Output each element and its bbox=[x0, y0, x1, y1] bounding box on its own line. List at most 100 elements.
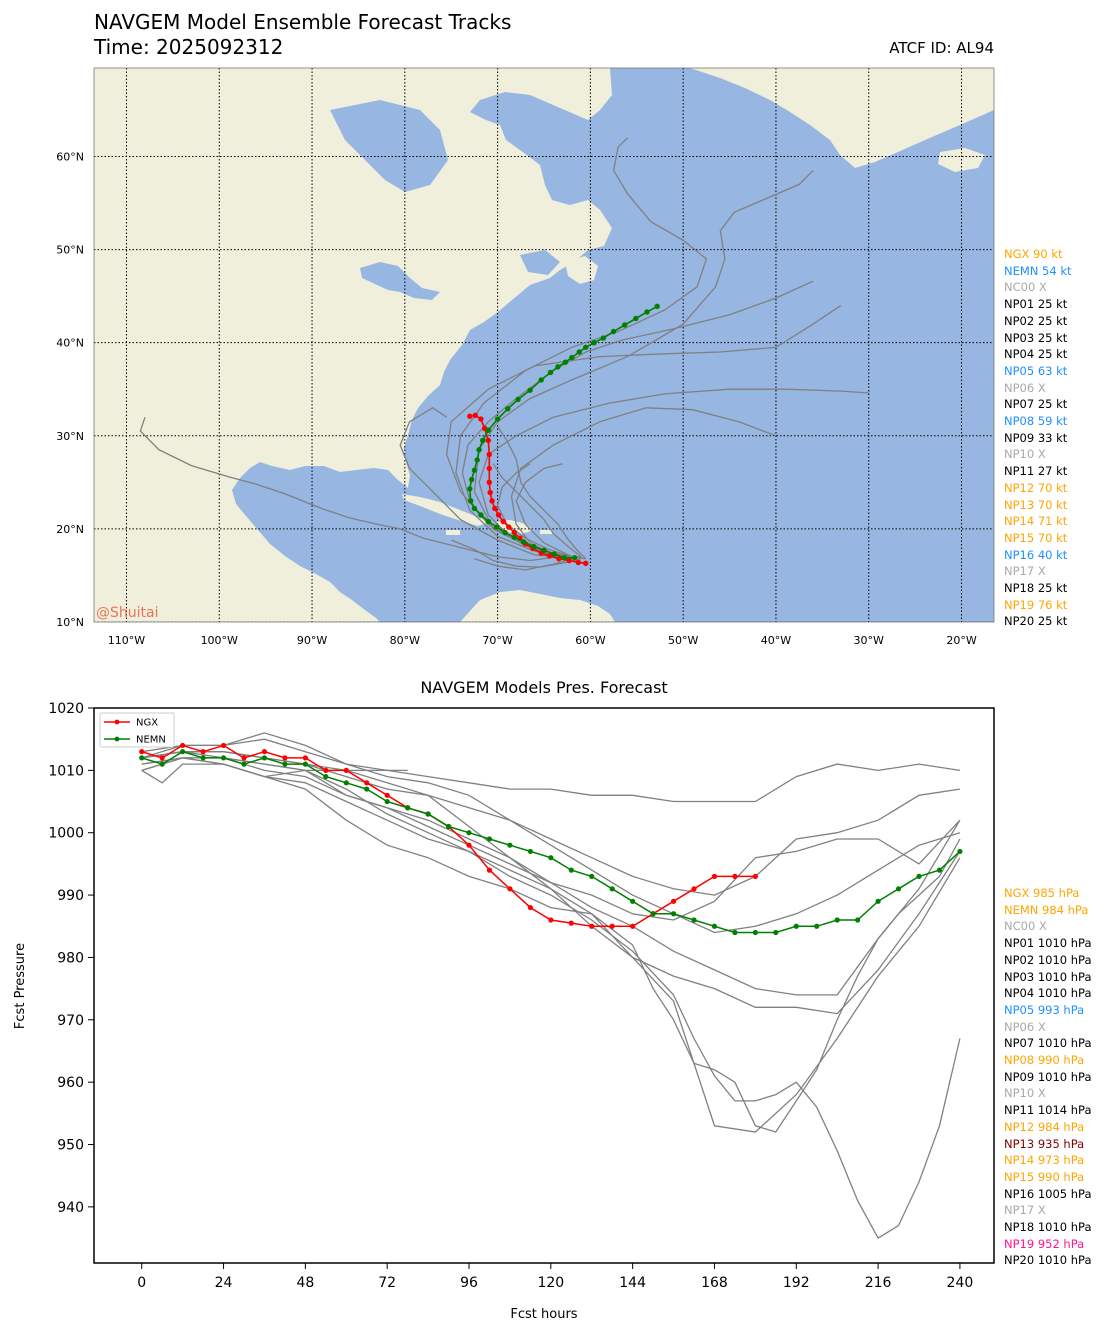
legend-entry: NP04 25 kt bbox=[1004, 347, 1068, 362]
lon-tick-label: 20°W bbox=[946, 634, 976, 647]
track-point-nemn bbox=[600, 335, 607, 341]
map-frame bbox=[93, 67, 995, 623]
pressure-value-legend: NGX 985 hPa NEMN 984 hPa NC00 X NP01 1010 h… bbox=[1004, 885, 1092, 1269]
track-point-nemn bbox=[654, 303, 660, 310]
track-point-ngx bbox=[485, 437, 492, 444]
lon-tick-label: 100°W bbox=[201, 634, 238, 647]
land-puerto-rico bbox=[540, 530, 552, 534]
pressure-point-ngx bbox=[670, 898, 677, 904]
pressure-point-nemn bbox=[773, 929, 779, 936]
pressure-point-ngx bbox=[323, 767, 329, 773]
legend-entry: NGX 985 hPa bbox=[1004, 886, 1080, 900]
x-tick-label: 0 bbox=[137, 1275, 146, 1291]
pressure-line-member bbox=[141, 763, 961, 921]
pressure-point-nemn bbox=[200, 755, 206, 761]
track-member bbox=[497, 426, 587, 560]
pressure-plot-frame bbox=[93, 707, 995, 1264]
pressure-point-ngx bbox=[364, 780, 370, 786]
legend-entry: NP03 25 kt bbox=[1004, 330, 1068, 345]
legend-entry: NP02 25 kt bbox=[1004, 313, 1068, 328]
pressure-legend: NGX NEMN bbox=[99, 712, 175, 748]
lat-tick-label: 10°N bbox=[56, 616, 84, 629]
track-point-nemn bbox=[547, 369, 554, 376]
track-point-nemn bbox=[571, 555, 578, 561]
track-point-ngx bbox=[489, 498, 495, 504]
lon-tick-label: 90°W bbox=[297, 634, 327, 647]
pressure-point-nemn bbox=[425, 811, 431, 817]
legend-entry: NP08 59 kt bbox=[1004, 414, 1068, 429]
legend-entry: NP03 1010 hPa bbox=[1004, 969, 1092, 984]
y-tick-label: 1010 bbox=[48, 763, 84, 779]
legend-entry: NP19 952 hPa bbox=[1004, 1236, 1085, 1251]
track-point-nemn bbox=[610, 328, 617, 335]
track-member bbox=[139, 416, 582, 562]
track-point-nemn bbox=[493, 524, 500, 530]
pressure-point-nemn bbox=[855, 917, 861, 923]
pressure-point-nemn bbox=[834, 917, 840, 923]
x-tick-label: 144 bbox=[619, 1275, 646, 1291]
gulf-of-st-lawrence bbox=[520, 250, 560, 275]
land-north-america bbox=[94, 68, 612, 622]
watermark: @Shuitai bbox=[96, 605, 158, 621]
legend-entry: NP07 25 kt bbox=[1004, 397, 1068, 412]
track-point-ngx bbox=[511, 529, 518, 536]
legend-entry: NP11 27 kt bbox=[1004, 464, 1068, 479]
legend-entry: NC00 X bbox=[1004, 280, 1047, 295]
pressure-point-nemn bbox=[752, 929, 758, 936]
track-point-nemn bbox=[633, 315, 639, 322]
pressure-point-ngx bbox=[507, 886, 513, 892]
track-point-nemn bbox=[478, 512, 484, 518]
legend-entry: NEMN 984 hPa bbox=[1004, 902, 1089, 917]
track-point-ngx bbox=[583, 560, 589, 567]
track-member bbox=[473, 169, 814, 560]
pressure-point-nemn bbox=[364, 786, 370, 792]
track-point-ngx bbox=[495, 512, 502, 518]
pressure-point-nemn bbox=[609, 886, 615, 892]
pressure-point-nemn bbox=[895, 886, 902, 892]
track-member bbox=[399, 407, 572, 559]
legend-entry: NP16 40 kt bbox=[1004, 547, 1068, 562]
track-point-ngx bbox=[506, 524, 512, 530]
legend-entry: NP15 990 hPa bbox=[1004, 1169, 1085, 1184]
track-member bbox=[455, 137, 708, 560]
land-south-america bbox=[460, 590, 615, 622]
track-point-nemn bbox=[471, 467, 478, 473]
legend-entry: NP13 70 kt bbox=[1004, 497, 1068, 512]
y-axis-label: Fcst Pressure bbox=[13, 943, 28, 1029]
pressure-point-nemn bbox=[732, 929, 738, 936]
legend-ngx-label: NGX bbox=[136, 718, 158, 729]
pressure-point-ngx bbox=[220, 742, 227, 749]
pressure-point-nemn bbox=[139, 755, 145, 761]
x-tick-label: 120 bbox=[537, 1275, 564, 1291]
track-point-nemn bbox=[569, 354, 575, 361]
pressure-point-nemn bbox=[405, 805, 411, 811]
pressure-point-ngx bbox=[711, 873, 718, 879]
legend-entry: NP19 76 kt bbox=[1004, 597, 1068, 612]
pressure-point-ngx bbox=[180, 742, 186, 749]
pressure-point-nemn bbox=[957, 848, 963, 855]
pressure-point-nemn bbox=[384, 798, 390, 805]
y-tick-label: 990 bbox=[57, 888, 84, 904]
pressure-point-nemn bbox=[180, 749, 186, 755]
track-point-ngx bbox=[500, 518, 506, 525]
pressure-point-ngx bbox=[589, 923, 595, 929]
pressure-point-ngx bbox=[302, 755, 308, 761]
pressure-point-ngx bbox=[466, 842, 472, 848]
pressure-chart-title: NAVGEM Models Pres. Forecast bbox=[420, 678, 667, 697]
pressure-point-nemn bbox=[323, 773, 329, 780]
legend-entry: NP01 1010 hPa bbox=[1004, 936, 1092, 951]
pressure-line-member bbox=[141, 738, 960, 803]
track-point-ngx bbox=[486, 479, 492, 486]
pressure-point-nemn bbox=[527, 848, 533, 855]
pressure-point-nemn bbox=[445, 823, 452, 830]
lon-tick-label: 40°W bbox=[761, 634, 791, 647]
track-point-nemn bbox=[541, 547, 547, 554]
pressure-point-ngx bbox=[691, 886, 697, 892]
legend-entry: NP05 63 kt bbox=[1004, 363, 1068, 378]
pressure-point-ngx bbox=[609, 923, 615, 929]
legend-entry: NP12 984 hPa bbox=[1004, 1119, 1085, 1134]
atcf-id: ATCF ID: AL94 bbox=[889, 39, 994, 57]
land-baffin bbox=[500, 68, 612, 110]
legend-entry: NP07 1010 hPa bbox=[1004, 1036, 1092, 1051]
